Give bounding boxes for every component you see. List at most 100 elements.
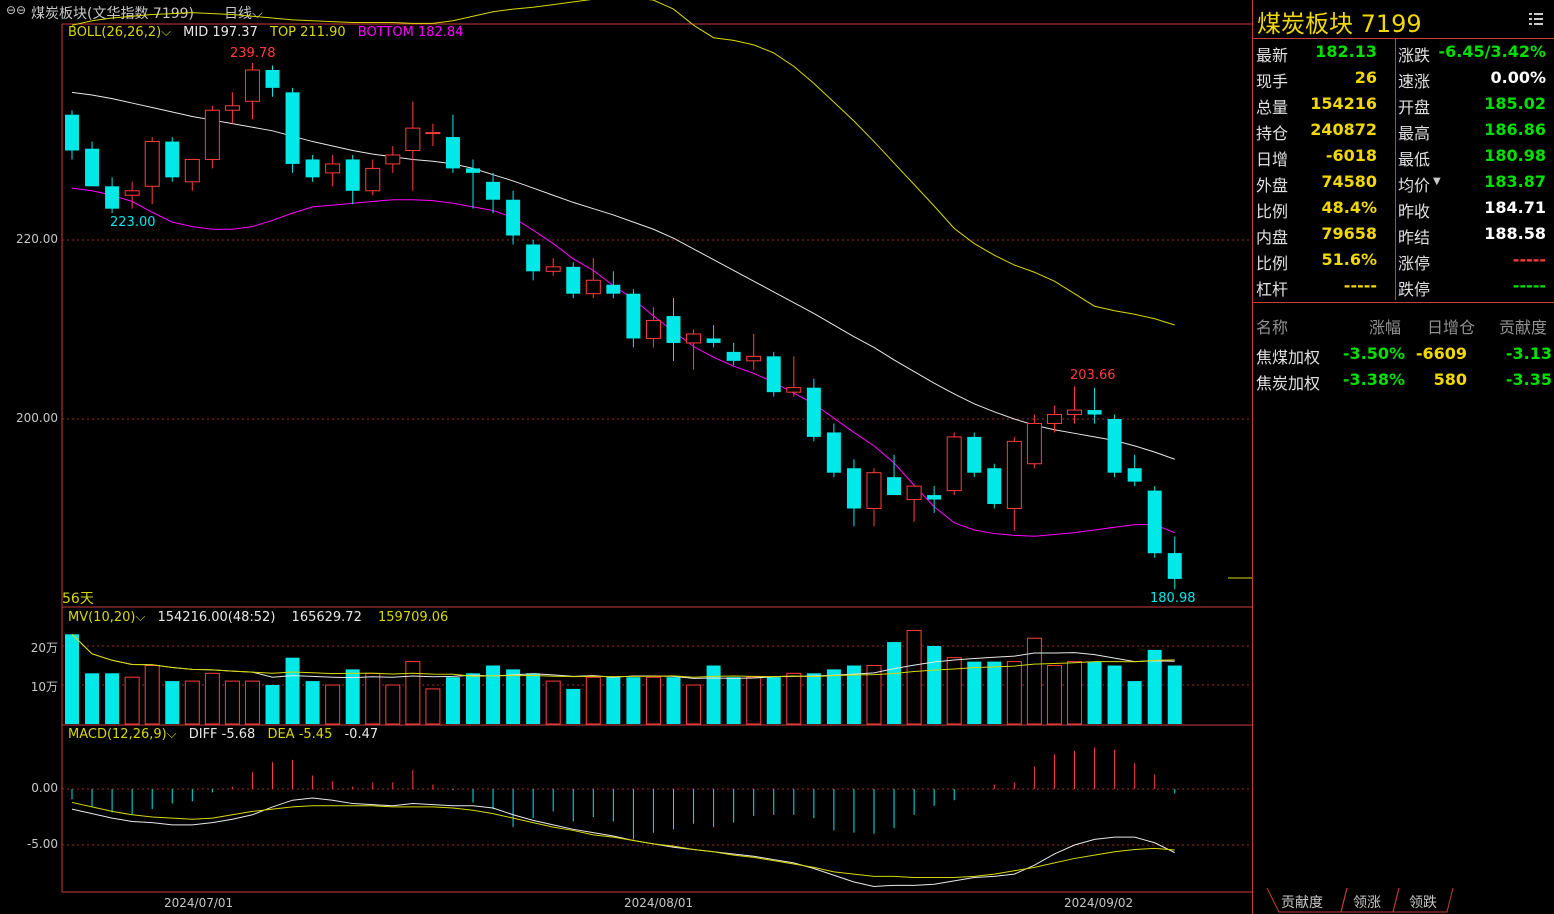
candle-body (385, 154, 401, 165)
candle-body (906, 485, 922, 501)
candle-body (305, 159, 320, 178)
component-contrib: -3.35 (1505, 370, 1552, 389)
volume-bar (405, 661, 421, 725)
volume-bar (846, 665, 861, 724)
component-header-contrib[interactable]: 贡献度 (1499, 318, 1548, 337)
volume-bar (766, 677, 781, 724)
candle-body (585, 279, 601, 295)
quote-row: 杠杆 ----- 跌停 ----- (1253, 276, 1554, 302)
volume-bar (224, 680, 240, 725)
tab-leading-down[interactable]: 领跌 (1409, 895, 1437, 911)
volume-bar (946, 657, 962, 725)
quote-value: 79658 (1321, 224, 1377, 243)
boll-legend[interactable]: BOLL(26,26,2)⌵ MID 197.37 TOP 211.90 BOT… (68, 25, 463, 40)
chevron-down-icon: ⌵ (252, 6, 263, 22)
candle-body (706, 338, 721, 343)
boll-mid: MID 197.37 (183, 25, 258, 40)
caret-down-icon[interactable]: ▼ (1433, 176, 1441, 187)
quote-value: 240872 (1310, 120, 1377, 139)
component-oi: -6609 (1415, 344, 1467, 363)
mv-legend[interactable]: MV(10,20)⌵ 154216.00(48:52) 165629.72 15… (68, 610, 448, 625)
volume-bar (585, 676, 601, 725)
macd-name: MACD(12,26,9) (68, 727, 167, 742)
quote-value: 74580 (1321, 172, 1377, 191)
quote-label: 杠杆 (1256, 280, 1289, 299)
quote-label: 涨停 (1398, 254, 1431, 273)
volume-bar (746, 676, 762, 725)
candle-body (85, 148, 100, 187)
quote-value: 26 (1354, 68, 1377, 87)
period-dropdown[interactable]: 日线⌵ (224, 6, 263, 22)
volume-bar (526, 673, 541, 724)
quote-label: 涨跌 (1398, 46, 1431, 65)
macd-diff: DIFF -5.68 (188, 727, 256, 742)
price-tick-220: 220.00 (16, 232, 58, 246)
component-oi: 580 (1433, 370, 1467, 389)
volume-bar (1127, 681, 1142, 724)
quote-value: 51.6% (1321, 250, 1377, 269)
volume-bar (1087, 661, 1102, 724)
low-annotation: 180.98 (1150, 591, 1196, 606)
volume-bar (987, 661, 1002, 724)
volume-bar (626, 677, 641, 724)
candle-body (946, 436, 962, 492)
volume-tick-10: 10万 (30, 680, 58, 694)
tab-contribution[interactable]: 贡献度 (1281, 895, 1323, 911)
volume-bar (65, 634, 79, 724)
candle-body (846, 468, 861, 509)
component-row[interactable]: 焦煤加权 -3.50% -6609 -3.13 (1253, 344, 1554, 368)
quote-value: 183.87 (1484, 172, 1546, 191)
quote-label: 最高 (1398, 124, 1431, 143)
volume-tick-20: 20万 (30, 641, 58, 655)
quote-value: 185.02 (1484, 94, 1546, 113)
boll-bottom: BOTTOM 182.84 (357, 25, 464, 40)
component-contrib: -3.13 (1505, 344, 1552, 363)
quote-row: 内盘 79658 昨结 188.58 (1253, 224, 1554, 250)
component-header-oi[interactable]: 日增仓 (1427, 318, 1476, 337)
candle-body (686, 333, 702, 344)
candle-body (1167, 553, 1182, 579)
boll-mid-line (71, 91, 1175, 460)
menu-icon[interactable] (1529, 12, 1543, 26)
candle-body (405, 127, 421, 151)
candle-body (345, 159, 360, 191)
volume-bar (385, 684, 401, 725)
chevron-down-icon: ⌵ (161, 25, 172, 40)
quote-row: 比例 48.4% 昨收 184.71 (1253, 198, 1554, 224)
quote-value: 154216 (1310, 94, 1377, 113)
candle-body (1046, 414, 1062, 424)
price-tick-200: 200.00 (16, 411, 58, 425)
component-row[interactable]: 焦炭加权 -3.38% 580 -3.35 (1253, 370, 1554, 394)
quote-row: 现手 26 速涨 0.00% (1253, 68, 1554, 94)
quote-label: 均价 (1398, 176, 1431, 195)
quote-value: -6.45/3.42% (1438, 42, 1546, 61)
volume-bar (666, 677, 681, 724)
divider (1253, 38, 1554, 39)
quote-label: 比例 (1256, 254, 1289, 273)
high-annotation: 239.78 (230, 46, 276, 61)
volume-bar (165, 681, 180, 724)
volume-bar (105, 673, 120, 724)
boll-top: TOP 211.90 (270, 25, 346, 40)
candle-body (65, 114, 79, 151)
candle-body (425, 132, 441, 135)
macd-legend[interactable]: MACD(12,26,9)⌵ DIFF -5.68 DEA -5.45 -0.4… (68, 727, 378, 742)
candle-body (204, 109, 220, 160)
candle-body (806, 387, 821, 437)
panel-tabs: 贡献度 领涨 领跌 (1253, 888, 1554, 914)
panel-title: 煤炭板块 7199 (1257, 10, 1422, 38)
component-header-change[interactable]: 涨幅 (1369, 318, 1402, 337)
kline-chart[interactable] (0, 0, 1252, 914)
candle-body (244, 69, 260, 102)
quote-value: 186.86 (1484, 120, 1546, 139)
link-icon[interactable]: ⊖⊖ (6, 3, 27, 17)
component-header-name[interactable]: 名称 (1256, 318, 1289, 337)
tab-leading-up[interactable]: 领涨 (1353, 895, 1381, 911)
macd-tick-0: 0.00 (31, 781, 58, 795)
volume-bar (866, 665, 882, 725)
volume-bar (645, 676, 661, 725)
candle-body (265, 69, 280, 88)
candle-body (1006, 440, 1022, 509)
volume-bar (545, 680, 561, 725)
volume-bar (204, 672, 220, 725)
